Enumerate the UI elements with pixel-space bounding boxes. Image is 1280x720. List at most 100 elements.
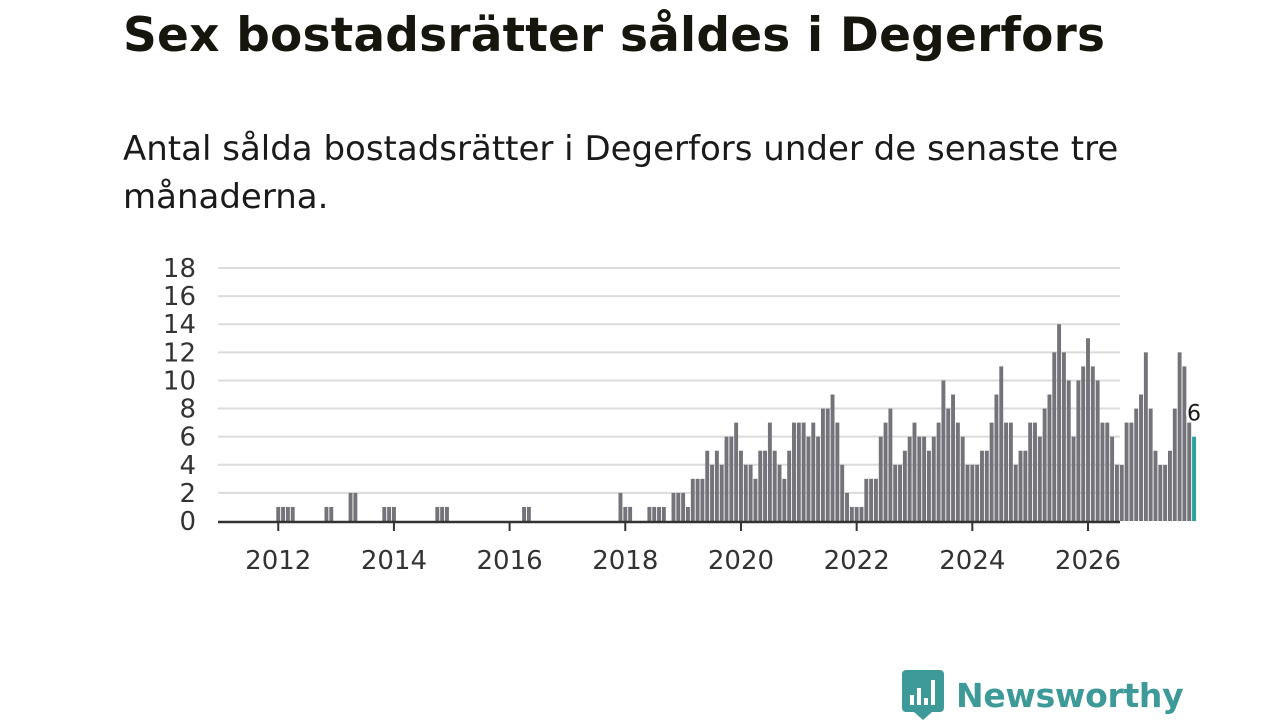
bar bbox=[739, 450, 743, 521]
bar bbox=[1148, 408, 1153, 521]
bar bbox=[1018, 450, 1023, 521]
bar bbox=[980, 450, 984, 521]
bar bbox=[772, 450, 777, 521]
bar bbox=[1163, 464, 1168, 521]
bar bbox=[820, 408, 825, 521]
bar bbox=[767, 422, 772, 521]
bar bbox=[878, 436, 883, 521]
bar bbox=[835, 422, 840, 521]
bar bbox=[435, 506, 440, 521]
bar bbox=[782, 478, 787, 521]
bar bbox=[1071, 436, 1076, 521]
bar bbox=[1081, 366, 1086, 521]
bar bbox=[734, 422, 739, 521]
bar bbox=[825, 408, 830, 521]
bar bbox=[801, 422, 806, 521]
bar bbox=[1066, 380, 1071, 521]
bar bbox=[1100, 422, 1105, 521]
bar bbox=[936, 422, 941, 521]
bar bbox=[902, 450, 907, 521]
bar bbox=[391, 506, 396, 521]
bar bbox=[700, 478, 705, 521]
bar bbox=[440, 506, 445, 521]
y-tick-label: 12 bbox=[163, 338, 196, 368]
bar bbox=[522, 506, 527, 521]
bar bbox=[787, 450, 792, 521]
bar bbox=[984, 450, 989, 521]
bar bbox=[647, 506, 652, 521]
bar bbox=[926, 450, 931, 521]
bar bbox=[1187, 422, 1192, 521]
bar bbox=[1139, 394, 1143, 521]
bar bbox=[1013, 464, 1018, 521]
bar bbox=[1182, 366, 1187, 521]
bar bbox=[329, 506, 334, 521]
bar bbox=[922, 436, 927, 521]
y-tick-label: 6 bbox=[179, 423, 196, 453]
bar bbox=[671, 492, 676, 521]
y-tick-label: 0 bbox=[179, 507, 196, 537]
y-tick-label: 8 bbox=[179, 395, 196, 425]
bar bbox=[955, 422, 960, 521]
bar bbox=[681, 492, 686, 521]
bar bbox=[893, 464, 898, 521]
bar bbox=[960, 436, 965, 521]
bar bbox=[970, 464, 975, 521]
bar bbox=[917, 436, 922, 521]
x-tick-label: 2018 bbox=[592, 546, 658, 576]
bar bbox=[324, 506, 329, 521]
bar bbox=[1023, 450, 1028, 521]
bar bbox=[888, 408, 893, 521]
bar bbox=[748, 464, 753, 521]
bar bbox=[1158, 464, 1163, 521]
bar bbox=[1008, 422, 1013, 521]
newsworthy-logo-icon bbox=[902, 670, 944, 720]
bar bbox=[1134, 408, 1139, 521]
bar bbox=[1057, 324, 1062, 521]
bar bbox=[869, 478, 874, 521]
bar bbox=[1119, 464, 1124, 521]
bar bbox=[792, 422, 796, 521]
bars bbox=[276, 324, 1197, 521]
bar bbox=[623, 506, 628, 521]
bar bbox=[941, 380, 946, 521]
newsworthy-logo-text: Newsworthy bbox=[956, 675, 1184, 715]
bar bbox=[1042, 408, 1047, 521]
y-tick-label: 10 bbox=[163, 366, 196, 396]
bar bbox=[714, 450, 719, 521]
bar bbox=[763, 450, 768, 521]
x-tick-label: 2022 bbox=[824, 546, 890, 576]
bar bbox=[1177, 352, 1182, 521]
bar bbox=[864, 478, 869, 521]
bar bbox=[1114, 464, 1119, 521]
bar bbox=[796, 422, 801, 521]
x-axis: 2012 2014 2016 2018 2020 2022 2024 2026 bbox=[218, 520, 1121, 576]
bar bbox=[811, 422, 816, 521]
y-tick-label: 4 bbox=[179, 451, 196, 481]
bar bbox=[661, 506, 666, 521]
x-tick-label: 2016 bbox=[477, 546, 543, 576]
bar-latest bbox=[1192, 436, 1197, 521]
x-tick-label: 2012 bbox=[245, 546, 311, 576]
bar bbox=[1004, 422, 1009, 521]
bar bbox=[849, 506, 854, 521]
bar bbox=[951, 394, 956, 521]
bar bbox=[898, 464, 902, 521]
x-tick-label: 2026 bbox=[1055, 546, 1121, 576]
gridlines bbox=[218, 267, 1120, 494]
bar bbox=[753, 478, 758, 521]
bar bbox=[285, 506, 290, 521]
bar bbox=[387, 506, 392, 521]
bar bbox=[840, 464, 845, 521]
bar bbox=[975, 464, 980, 521]
bar bbox=[276, 506, 281, 521]
bar bbox=[676, 492, 681, 521]
bar bbox=[1143, 352, 1148, 521]
bar bbox=[444, 506, 449, 521]
last-value-label: 6 bbox=[1187, 402, 1201, 427]
bar bbox=[1124, 422, 1129, 521]
y-tick-label: 14 bbox=[163, 310, 196, 340]
bar bbox=[965, 464, 970, 521]
